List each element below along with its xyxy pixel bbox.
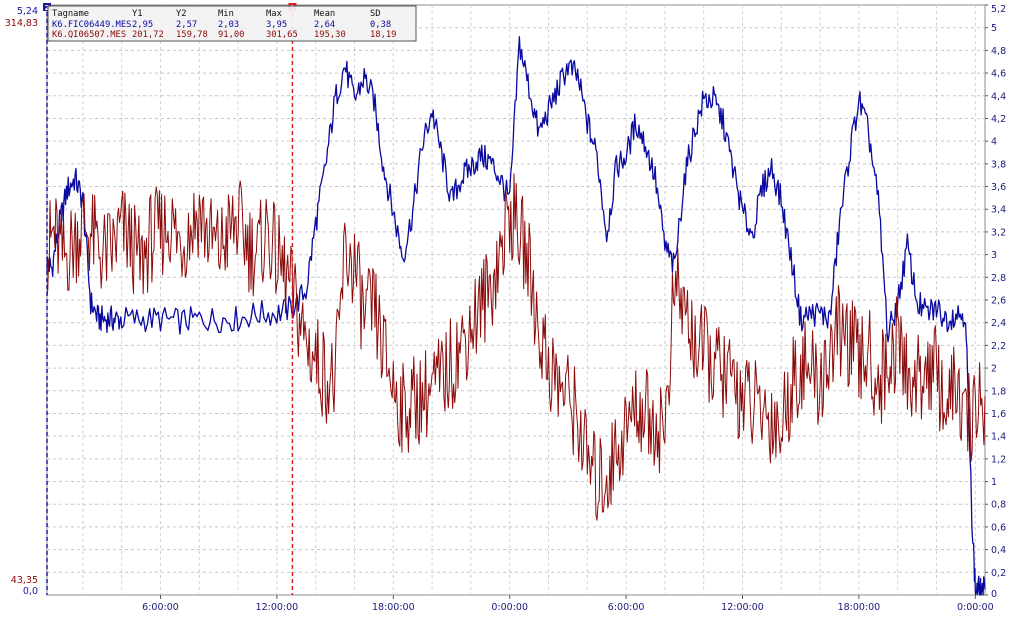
- legend-cell: 0,38: [370, 20, 391, 30]
- x-axis-tick-label: 12:00:00: [256, 602, 299, 613]
- x-axis-tick-label: 18:00:00: [838, 602, 881, 613]
- cursor-marker-2[interactable]: [43, 3, 51, 11]
- right-axis-tick-label: 1,8: [991, 386, 1006, 397]
- series-line-qi06507: [46, 173, 986, 521]
- legend-cell: 18,19: [370, 30, 396, 40]
- right-axis-tick-label: 1,6: [991, 409, 1006, 420]
- right-axis-tick-label: 1,4: [991, 432, 1006, 443]
- legend-header-row: Tagname Y1 Y2 Min Max Mean SD: [52, 9, 381, 19]
- horizontal-gridlines: [47, 27, 985, 573]
- legend-cell: 201,72: [132, 30, 164, 40]
- legend-header-cell: Y2: [176, 9, 187, 19]
- right-axis-tick-label: 5,2: [991, 4, 1006, 15]
- x-axis: 6:00:00 12:00:00 18:00:00 0:00:00 6:00:00 12:…: [142, 595, 994, 613]
- right-axis-tick-label: 4,6: [991, 69, 1006, 80]
- legend-cell: 2,03: [218, 20, 239, 30]
- legend-rows: K6.FIC06449.MES 2,95 2,57 2,03 3,95 2,64 0,38 K…: [52, 20, 396, 40]
- right-axis-tick-label: 0,2: [991, 568, 1006, 579]
- legend-header-cell: Tagname: [52, 9, 89, 19]
- legend-cell: 2,95: [132, 20, 153, 30]
- right-axis-tick-label: 3,4: [991, 205, 1006, 216]
- right-axis-tick-label: 0,8: [991, 500, 1006, 511]
- right-axis-tick-label: 3,2: [991, 227, 1006, 238]
- x-axis-tick-label: 0:00:00: [491, 602, 528, 613]
- legend-header-cell: Max: [266, 9, 282, 19]
- x-axis-tick-label: 12:00:00: [721, 602, 764, 613]
- legend-table[interactable]: Tagname Y1 Y2 Min Max Mean SD K6.FIC06449.MES 2…: [47, 5, 417, 42]
- y2-top-label: 314,83: [5, 18, 38, 29]
- x-axis-tick-label: 18:00:00: [372, 602, 415, 613]
- right-axis-tick-label: 4,8: [991, 46, 1006, 57]
- legend-header-cell: Mean: [314, 9, 335, 19]
- x-axis-tick-label: 6:00:00: [142, 602, 179, 613]
- legend-cell: K6.FIC06449.MES: [52, 20, 131, 30]
- right-axis-tick-label: 1: [991, 477, 997, 488]
- right-axis-tick-label: 2: [991, 364, 997, 375]
- legend-cell: 2,64: [314, 20, 335, 30]
- x-axis-tick-label: 6:00:00: [608, 602, 645, 613]
- series-layer: [46, 36, 986, 596]
- y1-bottom-label: 0,0: [23, 586, 38, 597]
- legend-header-cell: SD: [370, 9, 381, 19]
- right-axis-tick-label: 1,2: [991, 454, 1006, 465]
- right-axis-tick-label: 2,8: [991, 273, 1006, 284]
- legend-cell: 159,78: [176, 30, 208, 40]
- right-axis-tick-label: 4,4: [991, 91, 1006, 102]
- legend-background: [47, 5, 417, 42]
- vertical-gridlines: [82, 5, 976, 595]
- x-axis-tick-label: 0:00:00: [957, 602, 994, 613]
- legend-cell: 2,57: [176, 20, 197, 30]
- legend-header-cell: Min: [218, 9, 234, 19]
- right-axis-tick-label: 0,4: [991, 545, 1006, 556]
- series-line-fic06449: [46, 36, 986, 596]
- right-axis-tick-label: 5: [991, 23, 997, 34]
- y1-top-label: 5,24: [17, 6, 38, 17]
- legend-cell: 195,30: [314, 30, 346, 40]
- right-axis-tick-label: 3,6: [991, 182, 1006, 193]
- right-axis: 0 0,2 0,4 0,6 0,8 1 1,2 1,4 1,6 1,8 2 2,2 2,4 2,6 2,8 3…: [985, 4, 1006, 600]
- right-axis-tick-label: 4: [991, 137, 997, 148]
- legend-cell: 301,65: [266, 30, 298, 40]
- legend-cell: K6.QI06507.MES: [52, 30, 126, 40]
- y2-bottom-label: 43,35: [11, 575, 38, 586]
- legend-cell: 3,95: [266, 20, 287, 30]
- right-axis-tick-label: 3,8: [991, 159, 1006, 170]
- right-axis-tick-label: 0: [991, 589, 997, 600]
- legend-header-cell: Y1: [132, 9, 143, 19]
- right-axis-tick-label: 2,2: [991, 341, 1006, 352]
- right-axis-tick-label: 2,6: [991, 296, 1006, 307]
- right-axis-tick-label: 0,6: [991, 522, 1006, 533]
- cursor-marker-label: 2: [45, 4, 50, 12]
- legend-cell: 91,00: [218, 30, 244, 40]
- right-axis-tick-label: 2,4: [991, 318, 1006, 329]
- right-axis-tick-label: 3: [991, 250, 997, 261]
- right-axis-tick-label: 4,2: [991, 114, 1006, 125]
